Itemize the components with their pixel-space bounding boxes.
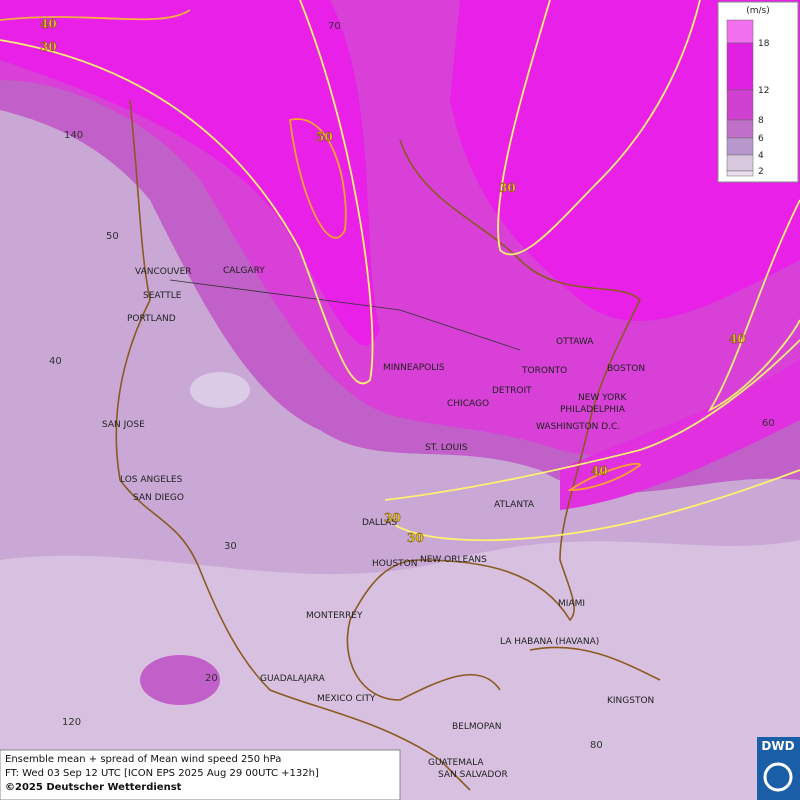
legend: 18 12 8 6 4 2 (726, 19, 770, 177)
shade-region (0, 540, 800, 800)
graticule-label: 140 (64, 130, 83, 141)
shade-region (190, 372, 250, 408)
legend-level: 18 (758, 39, 770, 49)
shade-region (0, 0, 800, 346)
logo-symbol (763, 762, 793, 792)
legend-level: 2 (758, 167, 764, 177)
caption: Ensemble mean + spread of Mean wind spee… (5, 754, 319, 793)
city-label: GUADALAJARA (260, 674, 326, 684)
coastline (346, 139, 641, 701)
shade-region (560, 360, 800, 510)
caption-line: ©2025 Deutscher Wetterdienst (5, 782, 182, 793)
labels: VANCOUVER CALGARY SEATTLE PORTLAND MINNEAPOL… (40, 17, 775, 780)
graticule-label: 20 (205, 673, 218, 684)
shade-region (140, 655, 220, 705)
contour-label: 40 (729, 332, 746, 346)
city-label: SEATTLE (143, 291, 182, 301)
city-label: LA HABANA (HAVANA) (500, 637, 599, 647)
graticule-label: 120 (62, 717, 81, 728)
legend-swatch (726, 170, 754, 177)
legend-swatch (726, 137, 754, 156)
city-label: SAN SALVADOR (438, 770, 508, 780)
city-label: DETROIT (492, 386, 532, 396)
graticule-label: 80 (590, 740, 603, 751)
graticule-label: 30 (224, 541, 237, 552)
city-label: SAN JOSE (102, 420, 145, 430)
logo-text: DWD (761, 739, 794, 753)
city-label: ST. LOUIS (425, 443, 468, 453)
legend-swatch (726, 42, 754, 91)
contour (497, 0, 701, 256)
graticule-label: 60 (762, 418, 775, 429)
city-label: NEW YORK (578, 393, 628, 403)
city-label: KINGSTON (607, 696, 654, 706)
contour (0, 9, 191, 21)
legend-unit: (m/s) (746, 6, 770, 16)
contour-label: 30 (407, 531, 424, 545)
contour (567, 462, 641, 491)
contour (384, 339, 800, 501)
legend-level: 8 (758, 116, 764, 126)
city-label: MONTERREY (306, 611, 363, 621)
city-label: PHILADELPHIA (560, 405, 626, 415)
contour-label: 30 (499, 181, 516, 195)
city-label: DALLAS (362, 518, 397, 528)
contour-label: 40 (591, 464, 608, 478)
city-label: WASHINGTON D.C. (536, 422, 620, 432)
legend-swatch (726, 119, 754, 139)
contour-label: 30 (40, 40, 57, 54)
coastlines (115, 99, 661, 791)
legend-swatch (726, 19, 754, 44)
city-label: SAN DIEGO (133, 493, 184, 503)
city-label: BELMOPAN (452, 722, 501, 732)
contour (289, 118, 347, 239)
caption-line: FT: Wed 03 Sep 12 UTC [ICON EPS 2025 Aug… (5, 768, 319, 779)
city-label: MEXICO CITY (317, 694, 376, 704)
city-label: LOS ANGELES (120, 475, 183, 485)
city-label: PORTLAND (127, 314, 176, 324)
coastline (115, 99, 471, 791)
legend-swatch (726, 154, 754, 172)
contour (394, 469, 800, 542)
legend-swatch (726, 89, 754, 121)
city-label: VANCOUVER (135, 267, 192, 277)
city-label: BOSTON (607, 364, 645, 374)
contour (707, 199, 800, 413)
contour (0, 0, 374, 385)
city-label: OTTAWA (556, 337, 594, 347)
city-label: MINNEAPOLIS (383, 363, 445, 373)
city-label: GUATEMALA (428, 758, 484, 768)
city-label: HOUSTON (372, 559, 417, 569)
city-label: CHICAGO (447, 399, 489, 409)
graticule-label: 70 (328, 21, 341, 32)
contours (0, 0, 800, 542)
caption-box (0, 749, 401, 800)
contour-label: 50 (316, 130, 333, 144)
city-label: MIAMI (558, 599, 585, 609)
city-label: CALGARY (223, 266, 265, 276)
city-label: TORONTO (521, 366, 567, 376)
graticule-label: 50 (106, 231, 119, 242)
city-label: NEW ORLEANS (420, 555, 487, 565)
legend-level: 12 (758, 86, 769, 96)
caption-line: Ensemble mean + spread of Mean wind spee… (5, 754, 281, 765)
graticule-label: 40 (49, 356, 62, 367)
legend-level: 6 (758, 134, 764, 144)
city-label: ATLANTA (494, 500, 535, 510)
border (169, 279, 521, 351)
coastline (529, 646, 661, 681)
legend-level: 4 (758, 151, 764, 161)
contour-label: 40 (40, 17, 57, 31)
contour-label: 30 (384, 511, 401, 525)
